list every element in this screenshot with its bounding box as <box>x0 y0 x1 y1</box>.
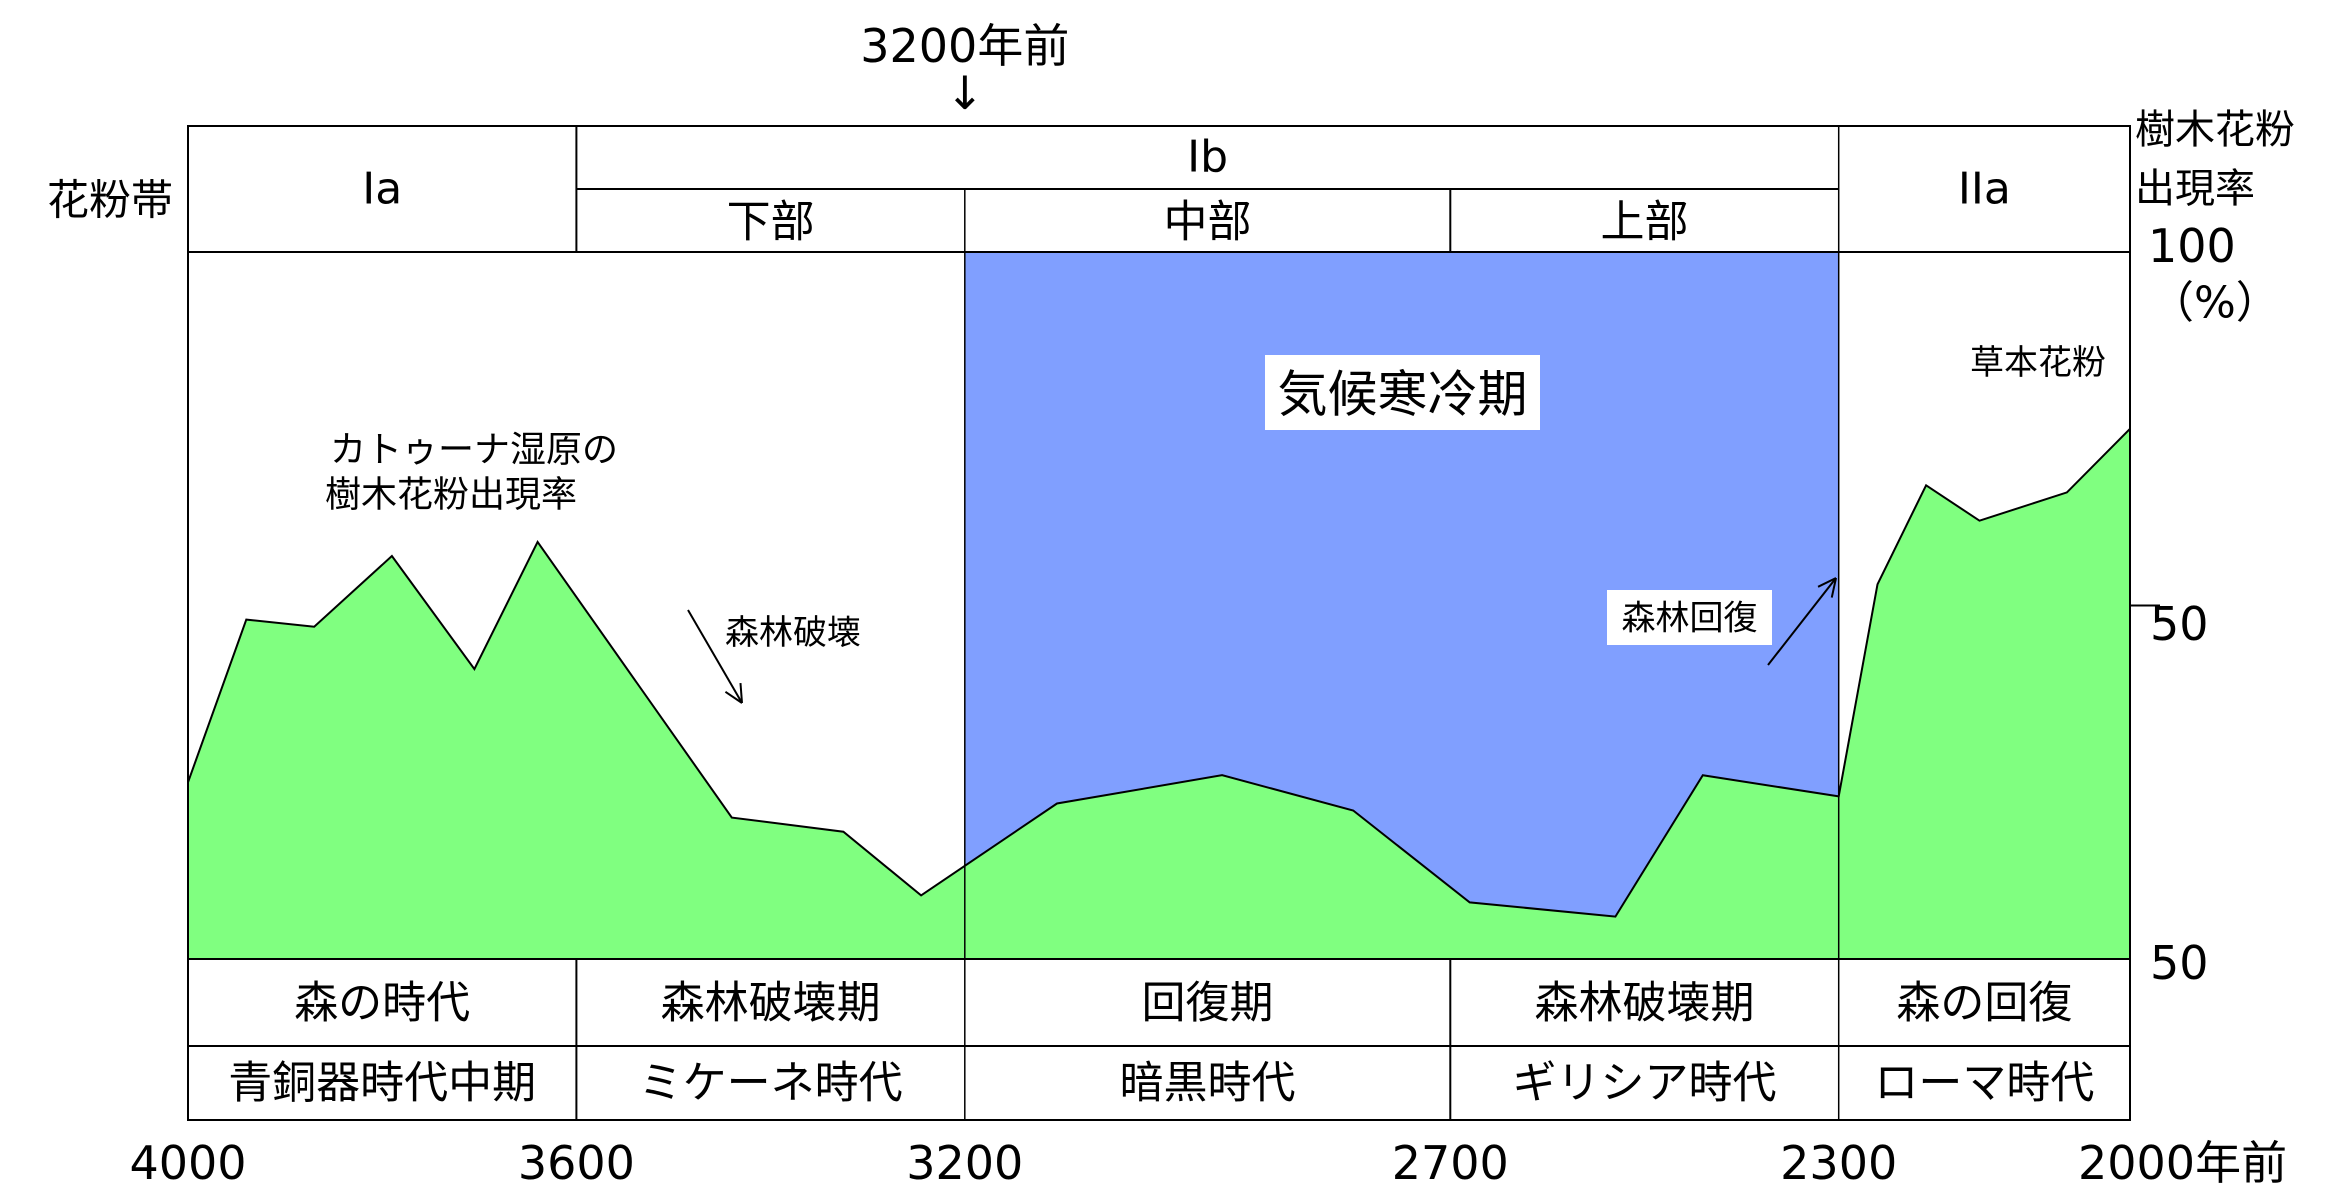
x-tick-label-1: 3600 <box>518 1136 635 1190</box>
forest-recovery-arrow-icon-shaft <box>1767 577 1837 666</box>
herb-pollen-label: 草本花粉 <box>1970 343 2106 383</box>
x-tick-label-4: 2300 <box>1780 1136 1897 1190</box>
forest-recovery-arrow-icon-head-b <box>1817 577 1837 588</box>
period-row1-label-2: 回復期 <box>1142 978 1274 1029</box>
period-row2-label-4: ローマ時代 <box>1874 1058 2094 1109</box>
forest-destruction-arrow-icon-shaft <box>687 609 743 704</box>
pollen-area <box>188 428 2130 959</box>
pollen-zone-label-0: Ia <box>362 164 402 215</box>
pollen-subzone-label-0: 下部 <box>727 197 815 248</box>
period-row2-label-1: ミケーネ時代 <box>639 1058 903 1109</box>
forest-destruction-label: 森林破壊 <box>725 613 861 653</box>
forest-destruction-arrow-icon <box>687 609 743 704</box>
top-marker-label: 3200年前 <box>860 19 1069 73</box>
forest-destruction-arrow-icon-head-b <box>739 682 743 704</box>
period-row1-label-1: 森林破壊期 <box>661 978 881 1029</box>
forest-destruction-arrow-icon-head-a <box>724 690 743 704</box>
forest-recovery-arrow-icon <box>1767 577 1837 666</box>
period-row2-label-2: 暗黒時代 <box>1120 1058 1296 1109</box>
cold-period-label-box <box>1265 355 1540 430</box>
top-marker-arrow-icon: ↓ <box>946 66 985 120</box>
x-tick-label-0: 4000 <box>129 1136 246 1190</box>
y-axis-title-line2: 出現率 <box>2135 166 2255 212</box>
period-row1-label-0: 森の時代 <box>294 978 470 1029</box>
forest-recovery-label: 森林回復 <box>1622 599 1758 639</box>
pollen-zone-row-label: 花粉帯 <box>47 176 173 225</box>
pollen-line <box>187 428 2131 918</box>
forest-recovery-label-box <box>1607 590 1772 645</box>
y-tick-label-100: 100 <box>2148 219 2236 273</box>
period-row2-label-0: 青銅器時代中期 <box>228 1058 536 1109</box>
x-tick-label-2: 3200 <box>906 1136 1023 1190</box>
pollen-subzone-label-1: 中部 <box>1164 197 1252 248</box>
period-row1-label-3: 森林破壊期 <box>1535 978 1755 1029</box>
chart-frame <box>187 125 2131 1121</box>
y-axis-title-line1: 樹木花粉 <box>2135 107 2295 153</box>
series-label-line2: 樹木花粉出現率 <box>325 475 577 516</box>
y-axis-unit: （%） <box>2150 278 2280 329</box>
period-row1-label-4: 森の回復 <box>1896 978 2072 1029</box>
forest-recovery-arrow-icon-head-a <box>1830 577 1837 598</box>
series-label-line1: カトゥーナ湿原の <box>330 430 618 471</box>
y-tick-label-50-upper: 50 <box>2150 597 2209 651</box>
pollen-zone-label-2: IIa <box>1958 164 2011 215</box>
pollen-zone-label-1: Ib <box>1187 132 1228 183</box>
cold-period-label: 気候寒冷期 <box>1278 366 1528 424</box>
y-tick-label-50-lower: 50 <box>2150 936 2209 990</box>
period-row2-label-3: ギリシア時代 <box>1513 1058 1777 1109</box>
pollen-subzone-label-2: 上部 <box>1601 197 1689 248</box>
x-tick-label-3: 2700 <box>1392 1136 1509 1190</box>
x-tick-label-5: 2000年前 <box>2078 1136 2287 1190</box>
